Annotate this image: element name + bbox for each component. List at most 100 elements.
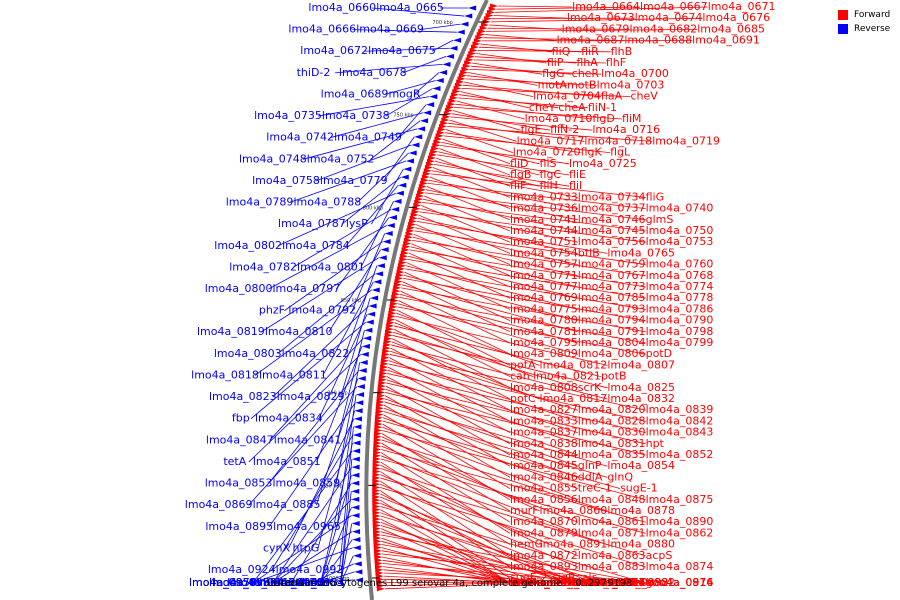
forward-gene-label[interactable]: lmo4a_0902 xyxy=(533,576,601,589)
forward-gene-label[interactable]: sigB xyxy=(552,571,575,584)
forward-gene-label[interactable]: lmo4a_0878 xyxy=(607,504,675,517)
reverse-gene-label[interactable]: lmo4a_0735 xyxy=(254,109,322,122)
forward-gene-label[interactable]: lmo4a_0685 xyxy=(697,22,765,35)
forward-gene-label[interactable]: lmo4a_0848 xyxy=(578,493,646,506)
forward-gene-label[interactable]: lmo4a_0891 xyxy=(540,538,608,551)
reverse-gene-label[interactable]: dltA xyxy=(286,576,308,589)
forward-gene-label[interactable]: lmo4a_0817 xyxy=(540,392,608,405)
forward-gene-label[interactable]: lmo4a_0676 xyxy=(702,11,770,24)
forward-gene-label[interactable]: lmo4a_0827 xyxy=(510,403,578,416)
forward-gene-label[interactable]: lmo4a_0881 xyxy=(510,576,578,589)
forward-gene-label[interactable]: lmo4a_0890 xyxy=(646,515,714,528)
forward-gene-label[interactable]: lmo4a_0854 xyxy=(607,459,675,472)
forward-gene-label[interactable]: flhA xyxy=(576,56,598,69)
forward-gene-label[interactable]: lmo4a_0674 xyxy=(635,11,703,24)
reverse-gene-label[interactable]: lmo4a_0802 xyxy=(214,239,282,252)
forward-gene-label[interactable]: lmo4a_0877 xyxy=(578,576,646,589)
reverse-gene-label[interactable]: lmo4a_0869 xyxy=(185,498,253,511)
forward-gene-label[interactable]: ddlA xyxy=(578,470,603,483)
forward-gene-label[interactable]: fliE xyxy=(569,168,586,181)
forward-gene-label[interactable]: lmo4a_0804 xyxy=(578,336,646,349)
forward-gene-label[interactable]: flgD xyxy=(592,112,614,125)
forward-gene-label[interactable]: rsbU xyxy=(510,576,535,589)
forward-gene-label[interactable]: lmo4a_0828 xyxy=(578,414,646,427)
forward-gene-label[interactable]: lmo4a_0719 xyxy=(652,134,720,147)
reverse-gene-label[interactable]: lmo4a_0672 xyxy=(300,44,368,57)
forward-gene-label[interactable]: lmo4a_0687 xyxy=(557,34,625,47)
reverse-gene-label[interactable]: lmo4a_0810 xyxy=(265,325,333,338)
forward-gene-label[interactable]: lmo4a_0886 xyxy=(578,576,646,589)
forward-gene-label[interactable]: lmo4a_0745 xyxy=(578,224,646,237)
forward-gene-label[interactable]: lmo4a_0871 xyxy=(578,526,646,539)
reverse-gene-label[interactable]: dltD xyxy=(295,576,318,589)
forward-gene-label[interactable]: lmo4a_0785 xyxy=(578,291,646,304)
forward-gene-label[interactable]: lmo4a_0861 xyxy=(578,515,646,528)
forward-gene-label[interactable]: fliD xyxy=(510,157,528,170)
forward-gene-label[interactable]: sugE-1 xyxy=(620,482,658,495)
reverse-gene-label[interactable]: lmo4a_0853 xyxy=(205,477,273,490)
forward-gene-label[interactable]: acpS xyxy=(646,549,673,562)
forward-gene-label[interactable]: treC-1 xyxy=(578,482,612,495)
forward-gene-label[interactable]: lmo4a_0774 xyxy=(646,280,714,293)
reverse-gene-label[interactable]: lmo4a_0819 xyxy=(197,325,265,338)
forward-gene-label[interactable]: fliH xyxy=(540,179,558,192)
forward-gene-label[interactable]: lmo4a_0750 xyxy=(646,224,714,237)
forward-gene-label[interactable]: glnP xyxy=(578,459,602,472)
forward-gene-label[interactable]: lmo4a_0720 xyxy=(513,146,581,159)
forward-gene-label[interactable]: rsbV xyxy=(601,576,626,589)
forward-gene-label[interactable]: fliP xyxy=(547,56,564,69)
forward-gene-label[interactable]: rsbT xyxy=(510,576,534,589)
forward-gene-label[interactable]: rsbS xyxy=(540,576,564,589)
forward-gene-label[interactable]: fliM xyxy=(622,112,641,125)
forward-gene-label[interactable]: lmo4a_0737 xyxy=(578,202,646,215)
reverse-gene-label[interactable]: lmo4a_0789 xyxy=(226,196,294,209)
forward-gene-label[interactable]: lmo4a_0716 xyxy=(592,123,660,136)
forward-gene-label[interactable]: potD xyxy=(646,347,673,360)
forward-gene-label[interactable]: flgB xyxy=(510,168,531,181)
forward-gene-label[interactable]: lmo4a_0916 xyxy=(646,576,714,589)
reverse-gene-label[interactable]: lmo4a_0942 xyxy=(257,576,325,589)
forward-gene-label[interactable]: lmo4a_0760 xyxy=(646,258,714,271)
reverse-gene-label[interactable]: lmo4a_0787 xyxy=(278,217,346,230)
forward-gene-label[interactable]: lmo4a_0753 xyxy=(646,235,714,248)
reverse-gene-label[interactable]: lmo4a_0829 xyxy=(277,390,345,403)
reverse-gene-label[interactable]: lmo4a_0954 xyxy=(277,576,345,589)
reverse-gene-label[interactable]: lmo4a_0758 xyxy=(252,174,320,187)
forward-gene-label[interactable]: lmo4a_0856 xyxy=(510,493,578,506)
reverse-gene-label[interactable]: lmo4a_0834 xyxy=(255,412,323,425)
forward-gene-label[interactable]: lmo4a_0809 xyxy=(510,347,578,360)
forward-gene-label[interactable]: fliN-1 xyxy=(588,101,617,114)
forward-gene-label[interactable]: lmo4a_0767 xyxy=(578,269,646,282)
reverse-gene-label[interactable]: lmo4a_0666 xyxy=(288,23,356,36)
forward-gene-label[interactable]: lmo4a_0682 xyxy=(629,22,697,35)
reverse-gene-label[interactable]: tetA xyxy=(223,455,246,468)
reverse-gene-label[interactable]: lmo4a_0956 xyxy=(189,576,257,589)
forward-gene-label[interactable]: lmo4a_0837 xyxy=(510,426,578,439)
reverse-gene-label[interactable]: lmo4a_0689 xyxy=(321,87,389,100)
forward-gene-label[interactable]: lmo4a_0843 xyxy=(646,426,714,439)
reverse-gene-label[interactable]: cynX xyxy=(263,541,291,554)
forward-gene-label[interactable]: lmo4a_0759 xyxy=(578,258,646,271)
reverse-gene-label[interactable]: lmo4a_0992 xyxy=(276,563,344,576)
forward-gene-label[interactable]: cheY xyxy=(529,101,556,114)
forward-gene-label[interactable]: lmo4a_0741 xyxy=(510,213,578,226)
forward-gene-label[interactable]: lmo4a_0791 xyxy=(578,325,646,338)
forward-gene-label[interactable]: lmo4a_0845 xyxy=(510,459,578,472)
forward-gene-label[interactable]: tex xyxy=(510,576,528,589)
forward-gene-label[interactable]: lmo4a_0734 xyxy=(578,190,646,203)
forward-gene-label[interactable]: lmo4a_0717 xyxy=(517,134,585,147)
reverse-gene-label[interactable]: lmo4a_0665 xyxy=(376,1,444,14)
reverse-gene-label[interactable]: lmo4a_0678 xyxy=(339,66,407,79)
forward-gene-label[interactable]: lmo4a_0897 xyxy=(569,576,637,589)
forward-gene-label[interactable]: cheA xyxy=(558,101,586,114)
forward-gene-label[interactable]: potB xyxy=(601,370,627,383)
forward-gene-label[interactable]: flgK xyxy=(581,146,603,159)
reverse-gene-label[interactable]: lmo4a_0792 xyxy=(288,304,356,317)
reverse-gene-label[interactable]: lmo4a_0800 xyxy=(205,282,273,295)
forward-gene-label[interactable]: lmo4a_0756 xyxy=(578,235,646,248)
forward-gene-label[interactable]: alr xyxy=(582,571,597,584)
reverse-gene-label[interactable]: dltC xyxy=(315,576,337,589)
reverse-gene-label[interactable]: dltB xyxy=(295,576,317,589)
reverse-gene-label[interactable]: lmo4a_0847 xyxy=(206,433,274,446)
forward-gene-label[interactable]: lmo4a_0790 xyxy=(646,314,714,327)
